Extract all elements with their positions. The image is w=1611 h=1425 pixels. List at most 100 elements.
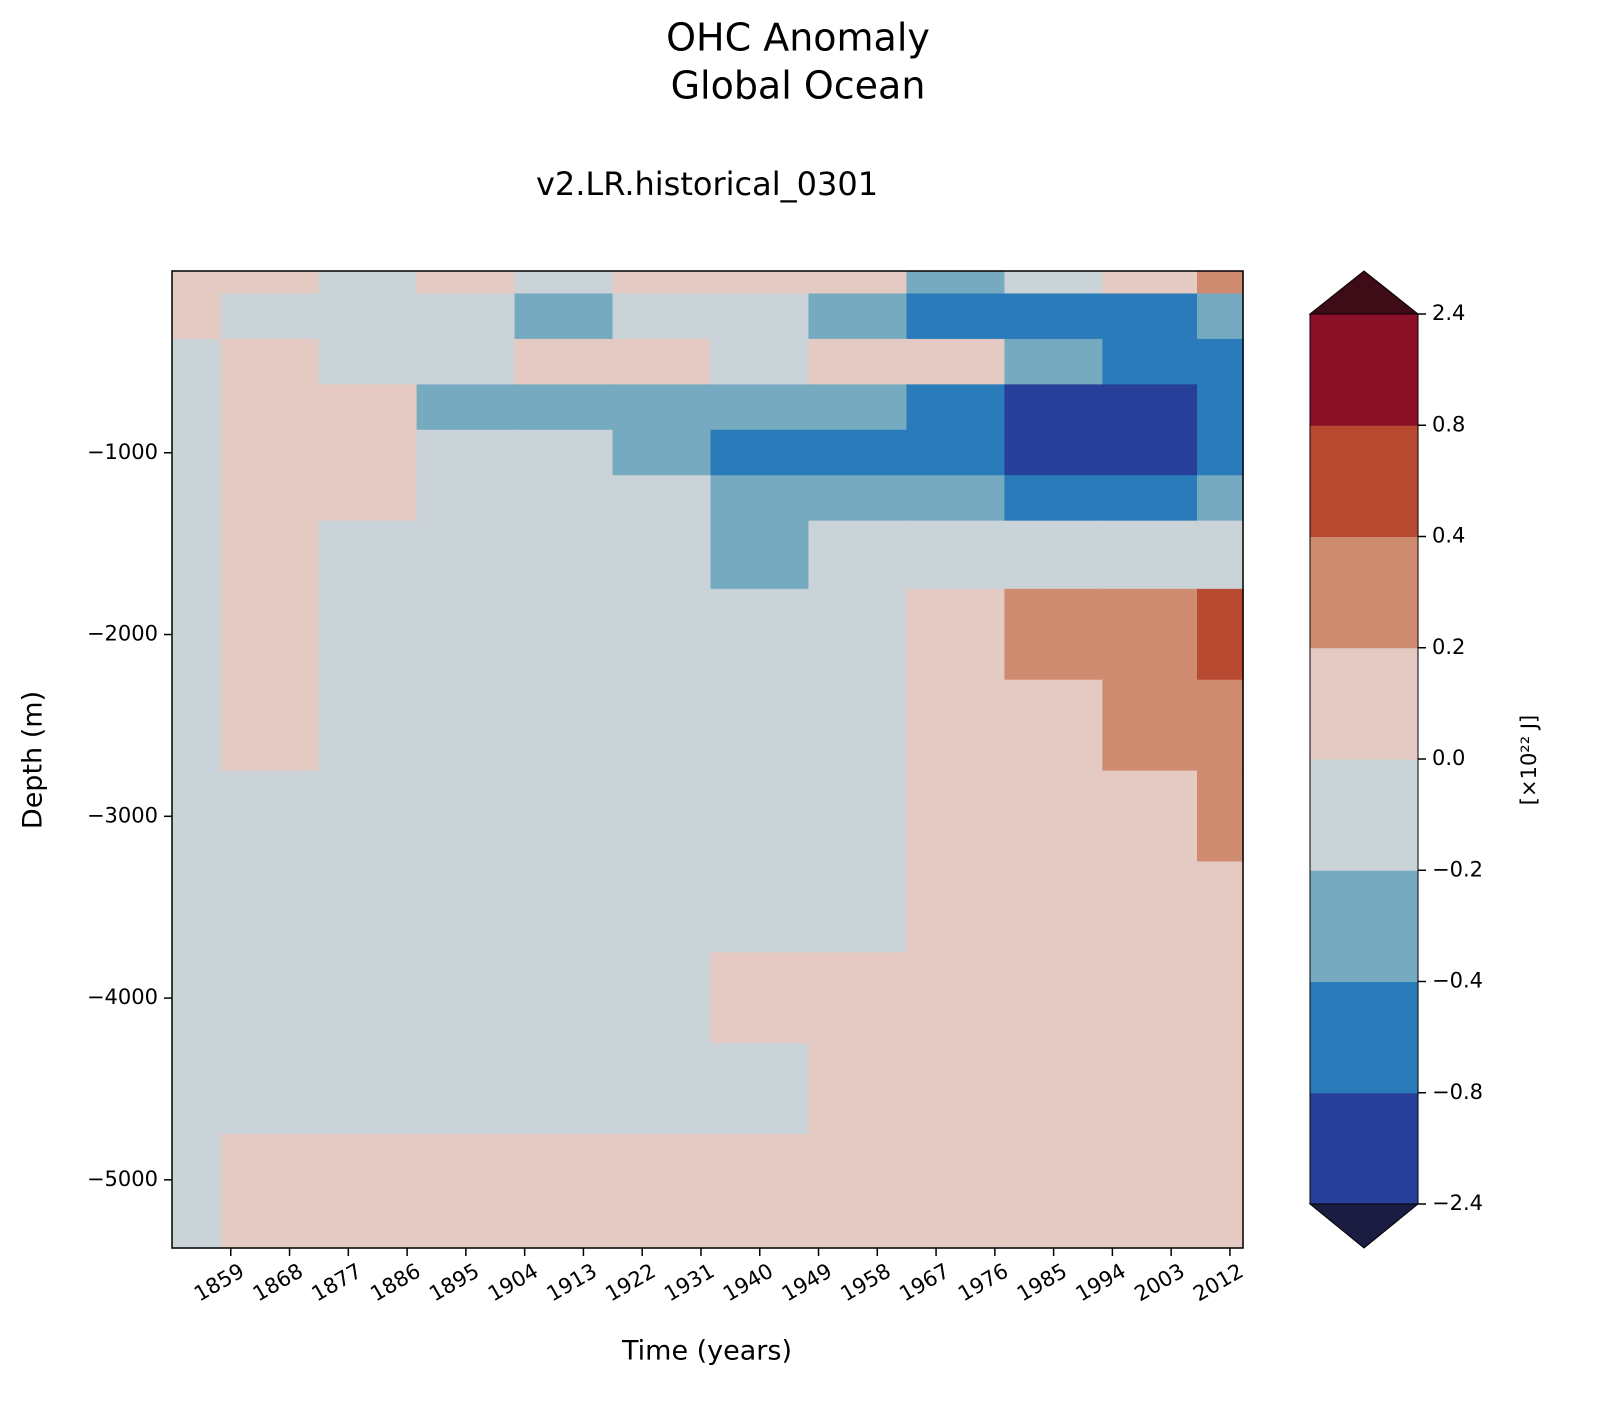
chart-subtitle: v2.LR.historical_0301 <box>536 165 878 203</box>
x-tick-label: 1967 <box>895 1259 953 1307</box>
contour-cell <box>710 952 810 1045</box>
contour-cell <box>416 679 516 772</box>
contour-cell <box>1004 861 1104 954</box>
colorbar-tick-label: −0.8 <box>1432 1080 1483 1104</box>
contour-cell <box>710 429 810 477</box>
x-tick-label: 2003 <box>1130 1259 1188 1307</box>
contour-cell <box>1004 1213 1104 1249</box>
colorbar-segment <box>1310 1092 1418 1205</box>
contour-cell <box>1102 429 1199 477</box>
colorbar-extend-over <box>1308 270 1420 315</box>
contour-cell <box>906 1134 1006 1215</box>
contour-cell <box>1197 429 1244 477</box>
contour-cell <box>1102 384 1199 431</box>
contour-cell <box>416 270 516 295</box>
contour-cell <box>416 861 516 954</box>
x-tick-label: 1895 <box>425 1259 483 1307</box>
colorbar-tick-label: 2.4 <box>1432 301 1465 325</box>
contour-cell <box>220 1134 320 1215</box>
contour-cell <box>710 338 810 386</box>
contour-cell <box>318 861 418 954</box>
chart-title: OHC Anomaly <box>666 16 930 60</box>
contour-cell <box>416 588 516 681</box>
contour-cell <box>171 952 222 1045</box>
contour-cell <box>710 270 810 295</box>
x-tick-label: 1976 <box>954 1259 1012 1307</box>
contour-cell <box>906 520 1006 590</box>
contour-cell <box>514 520 614 590</box>
contour-cell <box>1102 270 1199 295</box>
colorbar-segment <box>1310 870 1418 982</box>
contour-cell <box>1004 429 1104 477</box>
x-tick-label: 1877 <box>308 1259 366 1307</box>
contour-cell <box>1004 475 1104 522</box>
x-tick-label: 1931 <box>660 1259 718 1307</box>
contour-cell <box>220 338 320 386</box>
contour-cell <box>220 520 320 590</box>
colorbar-segment <box>1310 647 1418 760</box>
contour-cell <box>220 293 320 340</box>
contour-cell <box>514 475 614 522</box>
contour-cell <box>416 475 516 522</box>
contour-cell <box>171 475 222 522</box>
contour-cell <box>171 384 222 431</box>
contour-cell <box>514 1213 614 1249</box>
contour-cell <box>612 475 712 522</box>
contour-cell <box>612 588 712 681</box>
contour-cell <box>710 770 810 863</box>
x-tick-label: 1940 <box>719 1259 777 1307</box>
colorbar-label: [×10²² J] <box>1517 715 1541 805</box>
contour-cell <box>416 770 516 863</box>
contour-cell <box>710 520 810 590</box>
colorbar-tick-label: 0.8 <box>1432 412 1465 436</box>
contour-cell <box>1004 770 1104 863</box>
contour-cell <box>1197 293 1244 340</box>
contour-cell <box>808 952 908 1045</box>
colorbar-tick-label: 0.4 <box>1432 524 1465 548</box>
y-tick-label: −1000 <box>87 440 158 464</box>
contour-cell <box>220 770 320 863</box>
y-tick-label: −4000 <box>87 985 158 1009</box>
contour-cell <box>612 1213 712 1249</box>
contour-cell <box>612 384 712 431</box>
contour-cell <box>514 679 614 772</box>
contour-cell <box>514 1134 614 1215</box>
contour-cell <box>808 384 908 431</box>
contour-cell <box>220 952 320 1045</box>
contour-cell <box>318 520 418 590</box>
contour-cell <box>1004 384 1104 431</box>
x-tick-label: 1859 <box>190 1259 248 1307</box>
contour-cell <box>416 429 516 477</box>
contour-cell <box>906 952 1006 1045</box>
contour-cell <box>1197 1213 1244 1249</box>
contour-cell <box>808 270 908 295</box>
contour-cell <box>1102 861 1199 954</box>
contour-cell <box>514 770 614 863</box>
contour-cell <box>906 293 1006 340</box>
contour-cell <box>220 1043 320 1136</box>
contour-cell <box>612 270 712 295</box>
contour-cell <box>220 861 320 954</box>
contour-cell <box>612 952 712 1045</box>
contour-cell <box>318 1213 418 1249</box>
plot-frame <box>171 270 1244 1249</box>
contour-cell <box>1004 520 1104 590</box>
contour-cell <box>514 588 614 681</box>
contour-cell <box>1102 1134 1199 1215</box>
contour-cell <box>1197 270 1244 295</box>
contour-cell <box>1102 952 1199 1045</box>
colorbar-segment <box>1310 425 1418 537</box>
contour-cell <box>1197 679 1244 772</box>
contour-cell <box>710 1134 810 1215</box>
contour-cell <box>171 429 222 477</box>
contour-cell <box>171 293 222 340</box>
colorbar-segment <box>1310 981 1418 1094</box>
contour-cell <box>1102 520 1199 590</box>
contour-cell <box>318 1043 418 1136</box>
contour-cell <box>1197 1043 1244 1136</box>
contour-cell <box>710 293 810 340</box>
contour-cell <box>220 588 320 681</box>
colorbar-segment <box>1310 759 1418 871</box>
contour-cell <box>171 520 222 590</box>
contour-cell <box>808 1213 908 1249</box>
